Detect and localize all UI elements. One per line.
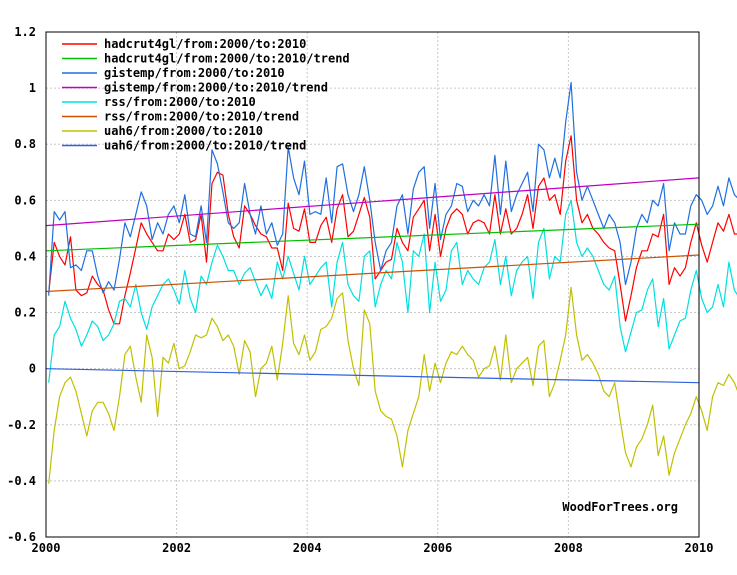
grid [45,31,700,538]
legend-label: gistemp/from:2000/to:2010/trend [104,81,328,95]
series-line-3 [45,177,700,227]
y-tick-label: 1 [29,81,36,95]
x-tick-label: 2002 [162,541,191,555]
series-line-2 [48,81,737,296]
x-tick-label: 2004 [293,541,322,555]
legend-label: rss/from:2000/to:2010 [104,95,256,109]
y-tick-label: 0.6 [14,193,36,207]
credit-label: WoodForTrees.org [562,500,678,514]
x-tick-label: 2010 [685,541,714,555]
series-line-7 [45,368,700,384]
series-line-5 [45,254,700,293]
legend-label: hadcrut4gl/from:2000/to:2010 [104,37,306,51]
y-tick-label: 0.2 [14,306,36,320]
y-tick-label: 0.4 [14,249,36,263]
legend-label: gistemp/from:2000/to:2010 [104,66,285,80]
legend-label: hadcrut4gl/from:2000/to:2010/trend [104,52,350,66]
legend-label: uah6/from:2000/to:2010/trend [104,139,306,153]
y-tick-label: 0.8 [14,137,36,151]
series-layer [45,81,737,484]
y-tick-label: -0.6 [7,530,36,544]
y-tick-label: 1.2 [14,25,36,39]
axis-ticks: 2000 2002 2004 2006 2008 2010 -0.6 -0.4 -0.2 0 0.2… [7,25,713,555]
y-tick-label: -0.4 [7,474,36,488]
plot-frame [45,31,700,538]
x-tick-label: 2006 [423,541,452,555]
series-line-1 [45,223,700,252]
y-tick-label: 0 [29,362,36,376]
x-tick-label: 2000 [32,541,61,555]
legend-label: rss/from:2000/to:2010/trend [104,110,299,124]
legend: hadcrut4gl/from:2000/to:2010hadcrut4gl/f… [62,37,350,153]
x-tick-label: 2008 [554,541,583,555]
y-tick-label: -0.2 [7,418,36,432]
legend-label: uah6/from:2000/to:2010 [104,124,263,138]
series-line-6 [48,286,737,484]
